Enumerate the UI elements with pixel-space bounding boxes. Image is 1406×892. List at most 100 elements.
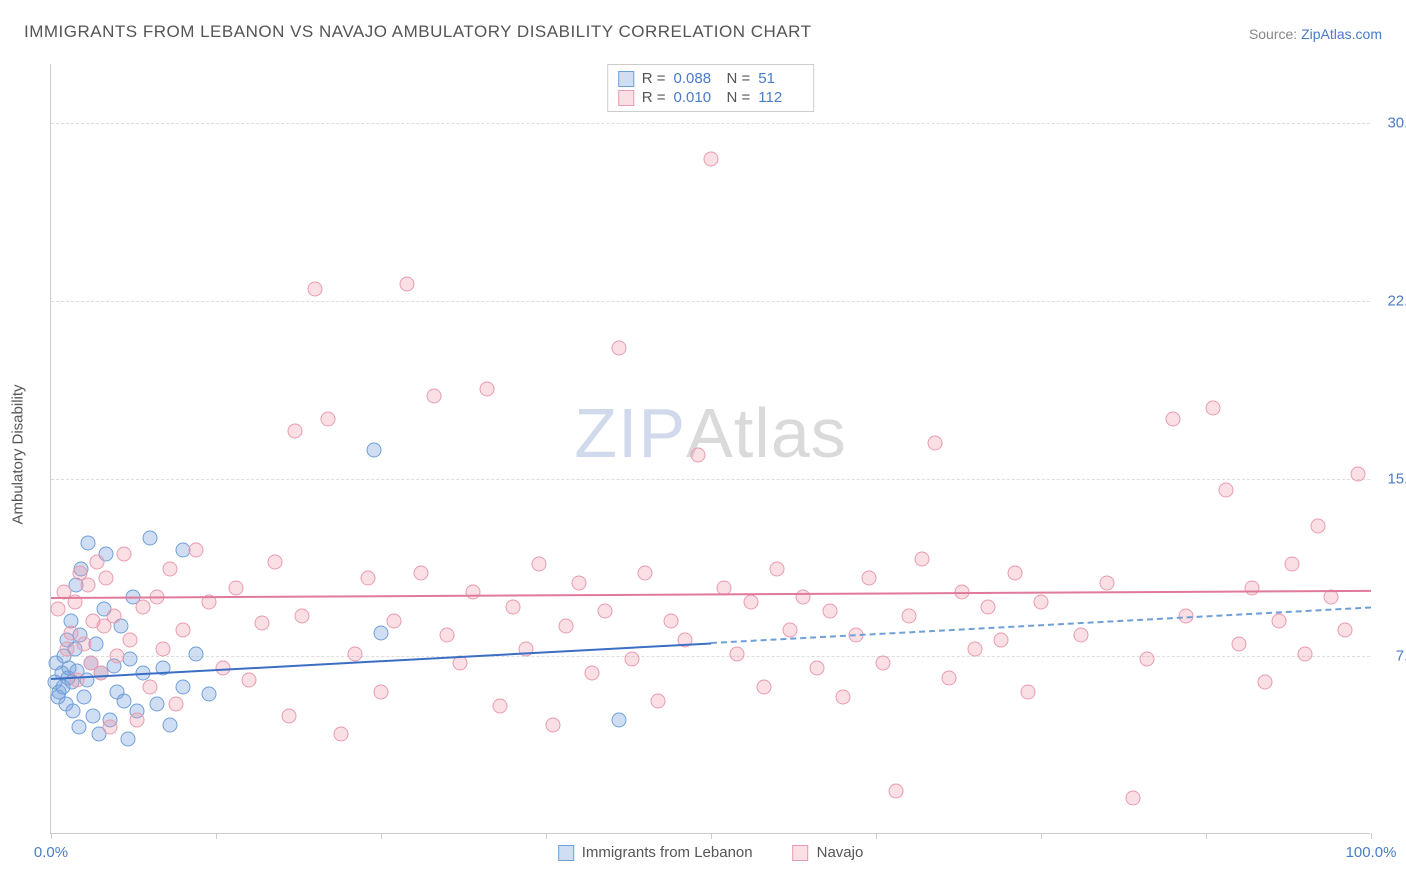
r-value-series1: 0.088	[674, 70, 719, 87]
point-series2	[1337, 623, 1352, 638]
point-series2	[347, 646, 362, 661]
point-series2	[400, 277, 415, 292]
point-series2	[743, 594, 758, 609]
point-series2	[624, 651, 639, 666]
point-series2	[836, 689, 851, 704]
point-series2	[189, 542, 204, 557]
point-series2	[1007, 566, 1022, 581]
point-series2	[690, 447, 705, 462]
stats-row-series1: R = 0.088 N = 51	[618, 69, 804, 88]
point-series2	[334, 727, 349, 742]
point-series1	[71, 720, 86, 735]
y-axis-label: Ambulatory Disability	[10, 384, 27, 524]
r-label: R =	[642, 70, 666, 87]
trend-line	[51, 590, 1371, 599]
r-value-series2: 0.010	[674, 89, 719, 106]
point-series1	[149, 696, 164, 711]
point-series2	[862, 571, 877, 586]
x-tick-label: 100.0%	[1346, 844, 1397, 861]
n-value-series1: 51	[758, 70, 803, 87]
legend-item-series2: Navajo	[793, 844, 864, 861]
y-tick-label: 22.5%	[1375, 292, 1406, 309]
point-series2	[1205, 400, 1220, 415]
x-tick	[51, 833, 52, 839]
point-series2	[875, 656, 890, 671]
x-tick	[216, 833, 217, 839]
point-series2	[308, 282, 323, 297]
point-series1	[66, 703, 81, 718]
point-series2	[228, 580, 243, 595]
point-series1	[189, 646, 204, 661]
x-tick	[711, 833, 712, 839]
point-series2	[915, 552, 930, 567]
point-series2	[103, 720, 118, 735]
point-series2	[1284, 556, 1299, 571]
point-series2	[466, 585, 481, 600]
point-series2	[107, 609, 122, 624]
source-link[interactable]: ZipAtlas.com	[1301, 26, 1382, 42]
point-series2	[968, 642, 983, 657]
point-series2	[156, 642, 171, 657]
point-series2	[413, 566, 428, 581]
point-series1	[143, 530, 158, 545]
point-series2	[90, 554, 105, 569]
point-series2	[116, 547, 131, 562]
point-series2	[110, 649, 125, 664]
n-label: N =	[727, 89, 751, 106]
point-series2	[1218, 483, 1233, 498]
point-series2	[288, 424, 303, 439]
point-series2	[80, 578, 95, 593]
gridline	[51, 656, 1370, 657]
point-series2	[558, 618, 573, 633]
point-series2	[1034, 594, 1049, 609]
point-series2	[1139, 651, 1154, 666]
swatch-series1	[618, 71, 634, 87]
point-series2	[281, 708, 296, 723]
x-tick-label: 0.0%	[34, 844, 68, 861]
plot-area: ZIPAtlas R = 0.088 N = 51 R = 0.010 N = …	[50, 64, 1370, 834]
point-series2	[169, 696, 184, 711]
x-tick	[1206, 833, 1207, 839]
point-series2	[1126, 791, 1141, 806]
point-series2	[1350, 466, 1365, 481]
chart-title: IMMIGRANTS FROM LEBANON VS NAVAJO AMBULA…	[24, 22, 811, 42]
source-prefix: Source:	[1249, 26, 1301, 42]
point-series2	[796, 590, 811, 605]
point-series2	[585, 665, 600, 680]
point-series2	[598, 604, 613, 619]
source-attribution: Source: ZipAtlas.com	[1249, 26, 1382, 42]
point-series1	[367, 443, 382, 458]
point-series2	[255, 616, 270, 631]
y-tick-label: 15.0%	[1375, 470, 1406, 487]
x-tick	[1041, 833, 1042, 839]
stats-row-series2: R = 0.010 N = 112	[618, 88, 804, 107]
point-series2	[1073, 627, 1088, 642]
point-series2	[981, 599, 996, 614]
point-series2	[545, 718, 560, 733]
point-series2	[59, 642, 74, 657]
point-series1	[611, 713, 626, 728]
point-series2	[268, 554, 283, 569]
point-series2	[928, 436, 943, 451]
point-series1	[120, 732, 135, 747]
point-series2	[1232, 637, 1247, 652]
watermark-atlas: Atlas	[686, 394, 847, 472]
point-series2	[1311, 519, 1326, 534]
point-series2	[704, 151, 719, 166]
point-series2	[651, 694, 666, 709]
x-tick	[1371, 833, 1372, 839]
point-series2	[242, 673, 257, 688]
point-series1	[202, 687, 217, 702]
point-series1	[116, 694, 131, 709]
point-series2	[941, 670, 956, 685]
gridline	[51, 123, 1370, 124]
swatch-series1	[558, 845, 574, 861]
point-series2	[492, 699, 507, 714]
point-series1	[77, 689, 92, 704]
point-series2	[572, 575, 587, 590]
point-series2	[479, 381, 494, 396]
point-series2	[50, 601, 65, 616]
point-series2	[99, 571, 114, 586]
point-series2	[387, 613, 402, 628]
point-series2	[506, 599, 521, 614]
